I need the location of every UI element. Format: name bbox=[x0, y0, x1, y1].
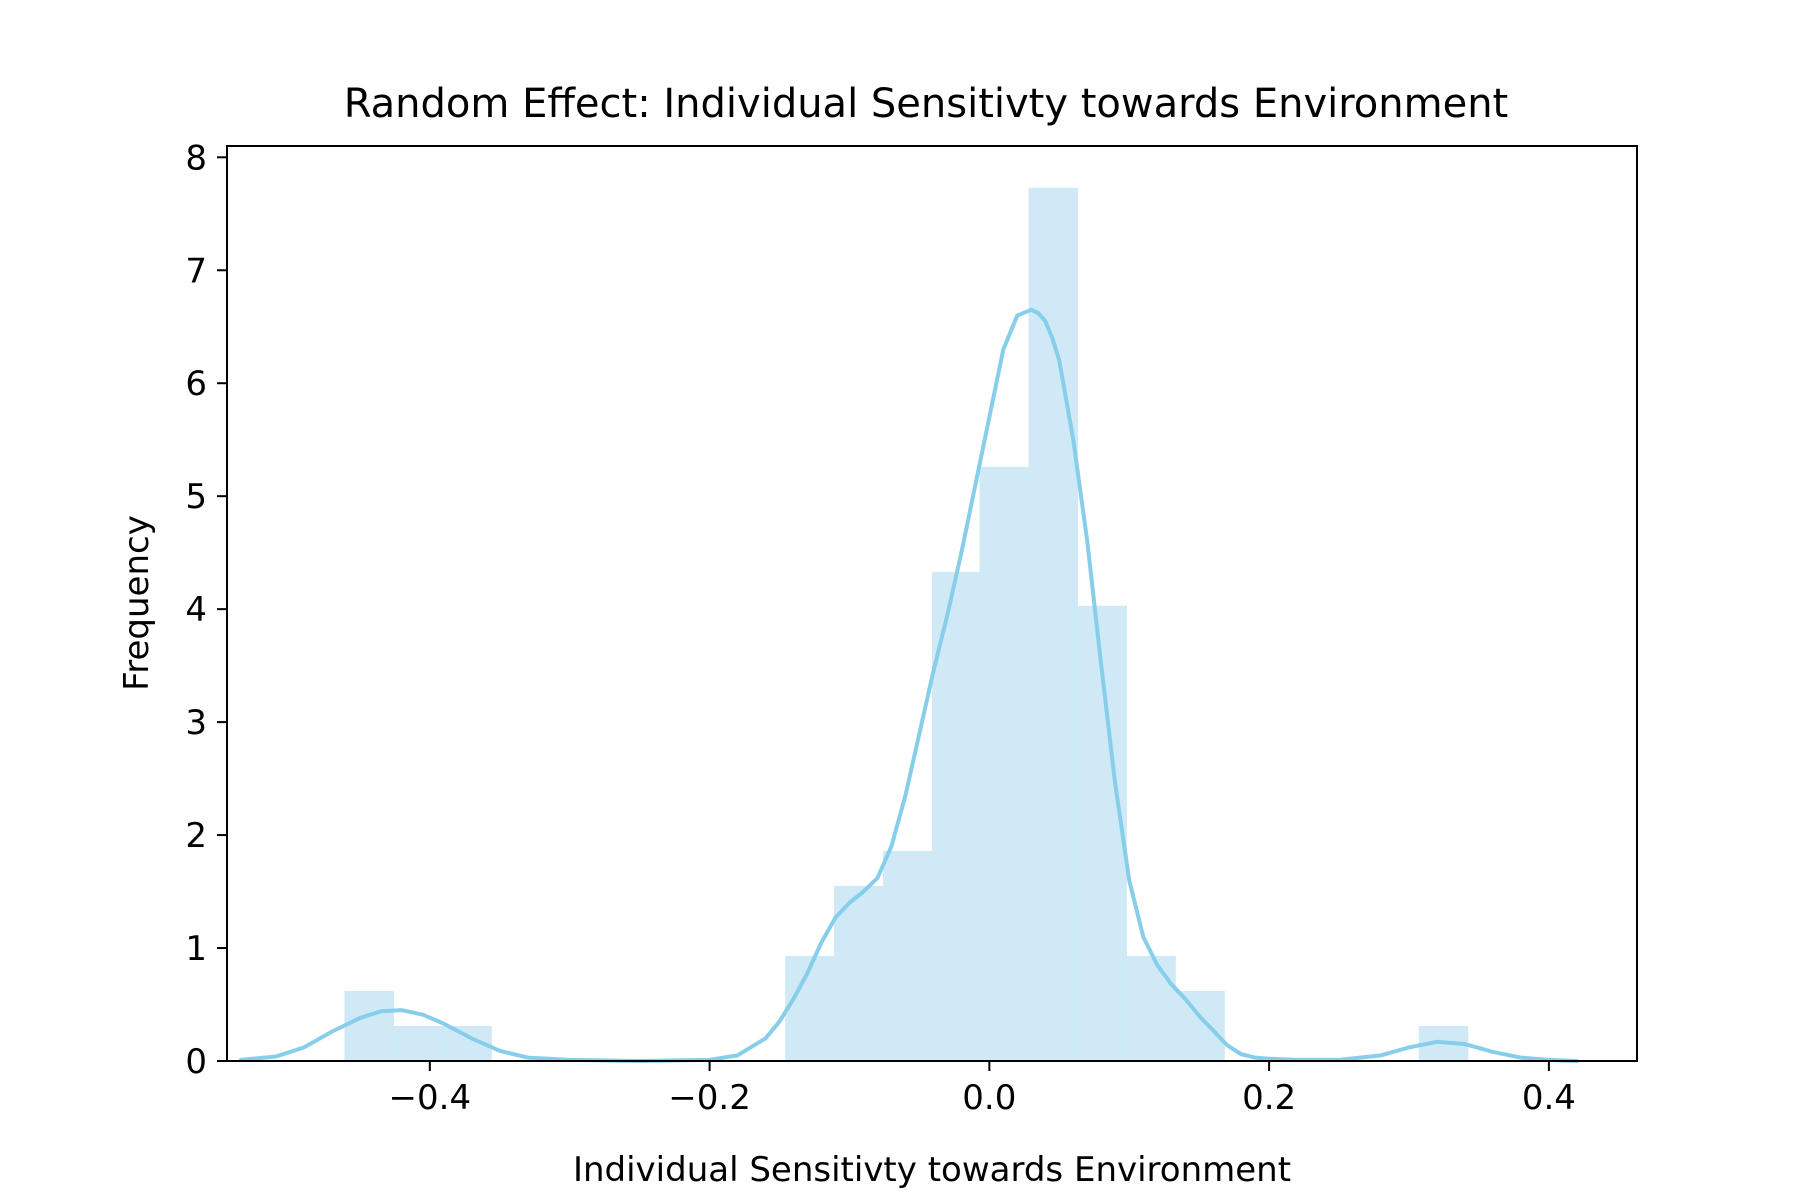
x-tick-label-3: 0.2 bbox=[1242, 1078, 1296, 1118]
y-tick-label-0: 0 bbox=[185, 1042, 207, 1082]
y-tick-label-7: 7 bbox=[185, 251, 207, 291]
y-tick-label-2: 2 bbox=[185, 816, 207, 856]
histogram-bar-1 bbox=[393, 1025, 443, 1061]
histogram-bar-6 bbox=[932, 571, 982, 1061]
x-axis-label: Individual Sensitivty towards Environmen… bbox=[573, 1150, 1291, 1190]
histogram-bar-0 bbox=[344, 990, 394, 1061]
plot-frame bbox=[226, 145, 1638, 1062]
y-tick-label-5: 5 bbox=[185, 477, 207, 517]
x-tick-label-2: 0.0 bbox=[962, 1078, 1016, 1118]
histogram-bar-4 bbox=[834, 885, 884, 1061]
histogram-bar-11 bbox=[1175, 990, 1225, 1061]
histogram-bar-8 bbox=[1028, 187, 1078, 1062]
x-tick-label-1: −0.2 bbox=[668, 1078, 751, 1118]
y-tick-label-1: 1 bbox=[185, 929, 207, 969]
histogram-bar-3 bbox=[785, 955, 835, 1061]
kde-density-line bbox=[238, 307, 1579, 1063]
y-tick-label-4: 4 bbox=[185, 590, 207, 630]
y-axis-label: Frequency bbox=[117, 515, 157, 691]
y-axis-ticks: 0 1 2 3 4 5 6 7 8 bbox=[185, 138, 227, 1082]
y-tick-label-3: 3 bbox=[185, 703, 207, 743]
histogram-bars bbox=[344, 187, 1469, 1062]
y-tick-label-6: 6 bbox=[185, 364, 207, 404]
kde-curve-layer bbox=[238, 307, 1579, 1063]
x-tick-label-0: −0.4 bbox=[389, 1078, 472, 1118]
histogram-bar-10 bbox=[1126, 955, 1176, 1061]
y-tick-label-8: 8 bbox=[185, 138, 207, 178]
histogram-bar-7 bbox=[979, 466, 1029, 1061]
chart-title: Random Effect: Individual Sensitivty tow… bbox=[344, 81, 1508, 127]
histogram-bar-5 bbox=[883, 850, 933, 1061]
x-tick-label-4: 0.4 bbox=[1522, 1078, 1576, 1118]
x-axis-ticks: −0.4 −0.2 0.0 0.2 0.4 bbox=[389, 1061, 1576, 1118]
